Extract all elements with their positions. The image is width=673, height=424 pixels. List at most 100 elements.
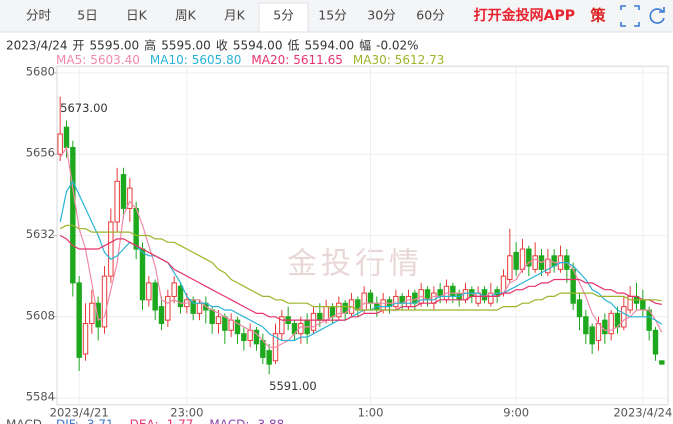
candle-body	[120, 174, 127, 209]
tab[interactable]: 30分	[367, 8, 395, 23]
tab[interactable]: 5分	[273, 8, 293, 23]
fullscreen-icon[interactable]	[620, 5, 640, 27]
candle-body	[608, 312, 614, 335]
quote-text: 2023/4/24	[6, 39, 68, 53]
indicator-value: DEA: -1.77	[130, 418, 194, 424]
candle-body	[70, 146, 76, 284]
quote-text: 5594.00	[304, 39, 354, 53]
candle-body	[323, 306, 329, 321]
legend-value: 5603.40	[90, 53, 140, 67]
tab[interactable]: 日K	[126, 8, 148, 23]
candle-body	[551, 255, 557, 267]
candle-body	[241, 333, 247, 341]
candle-body	[652, 329, 659, 355]
candle-body	[640, 299, 646, 311]
candle-body	[247, 329, 253, 341]
y-tick-label: 5584	[26, 390, 55, 404]
candle-body	[589, 326, 595, 345]
quote-text: 幅	[359, 38, 371, 53]
candle-body	[234, 319, 241, 335]
legend-entry: MA10: 5605.80	[150, 53, 242, 67]
candle-body	[101, 275, 108, 328]
candle-body	[475, 292, 481, 304]
tab[interactable]: 分时	[26, 8, 52, 23]
candle-body	[583, 316, 589, 335]
plot: 5584 5608 5632 5656 5680 2023/4/21 23:00 1:00 9:…	[26, 64, 673, 419]
tab[interactable]: 15分	[318, 8, 346, 23]
candle-body	[602, 319, 608, 335]
candle-body	[177, 285, 184, 308]
indicator-value: MACD: -3.88	[209, 418, 284, 424]
price-annotation: 5673.00	[60, 101, 108, 115]
x-tick-label: 2023/4/24	[613, 406, 672, 420]
toolbar-bg	[0, 0, 673, 32]
x-tick-label: 9:00	[503, 406, 529, 420]
candle-body	[158, 306, 165, 325]
candle-body	[266, 350, 272, 365]
candle-body	[507, 255, 513, 281]
indicator-name: MACD	[6, 418, 42, 424]
candle-body	[329, 306, 336, 318]
candle-body	[209, 309, 215, 325]
tab[interactable]: 月K	[224, 8, 246, 23]
quote-line: 2023/4/24 开 5595.00 高 5595.00 收 5594.00 低 5594.0…	[6, 38, 419, 53]
legend-name: MA30:	[353, 53, 391, 67]
candle-body	[380, 299, 386, 311]
candle-body	[532, 255, 538, 270]
candle-body	[228, 319, 234, 331]
candle-body	[576, 299, 583, 318]
candle-body	[405, 295, 412, 308]
y-tick-label: 5656	[26, 146, 55, 160]
quote-text: 5594.00	[233, 39, 283, 53]
candle-body	[165, 295, 171, 321]
candle-body	[279, 316, 285, 335]
tab-selected-bg	[258, 2, 309, 33]
quote-text: 开	[73, 39, 85, 53]
candle-body	[152, 282, 158, 311]
legend-name: MA10:	[150, 53, 188, 67]
candle-body	[139, 248, 146, 301]
candle-body	[526, 248, 532, 267]
refresh-icon[interactable]	[649, 7, 665, 24]
legend-entry: MA30: 5612.73	[353, 53, 445, 67]
candle-body	[57, 133, 63, 155]
candle-body	[76, 282, 82, 358]
candle-body	[108, 221, 114, 277]
x-tick-label: 23:00	[170, 406, 203, 420]
candle-body	[89, 302, 95, 325]
x-tick-label: 1:00	[358, 406, 384, 420]
refresh-glyph	[649, 8, 665, 24]
candle-body	[481, 289, 488, 301]
candle-body	[519, 248, 526, 270]
tab[interactable]: 周K	[175, 8, 197, 23]
candle-body	[114, 180, 120, 223]
candle-body	[133, 207, 139, 250]
candle-body	[215, 316, 222, 325]
strategy-button[interactable]: 策	[589, 7, 606, 25]
candle-body	[82, 323, 89, 355]
tab[interactable]: 5日	[77, 8, 97, 23]
legend-name: MA20:	[251, 53, 289, 67]
quote-text: 高	[144, 38, 156, 53]
candle-body	[95, 302, 101, 328]
legend-name: MA5:	[56, 53, 86, 67]
watermark: 金投行情	[287, 247, 423, 282]
candle-body	[513, 251, 519, 270]
app-link[interactable]: 打开金投网APP	[474, 7, 575, 24]
ma-line	[59, 234, 662, 321]
legend-value: 5611.65	[293, 53, 343, 67]
candle-body	[146, 282, 152, 301]
candle-body	[450, 285, 456, 297]
legend-entry: MA5: 5603.40	[56, 53, 140, 67]
candle-body	[63, 126, 70, 148]
candle-body	[393, 295, 399, 308]
quote-text: 低	[287, 39, 299, 53]
price-annotation: 5591.00	[269, 379, 317, 393]
indicator-value: DIF: -3.71	[56, 418, 114, 424]
y-tick-label: 5680	[26, 64, 55, 78]
candle-body	[196, 302, 203, 314]
tab[interactable]: 60分	[416, 8, 444, 23]
candle-body	[595, 323, 602, 341]
legend-value: 5612.73	[395, 53, 445, 67]
